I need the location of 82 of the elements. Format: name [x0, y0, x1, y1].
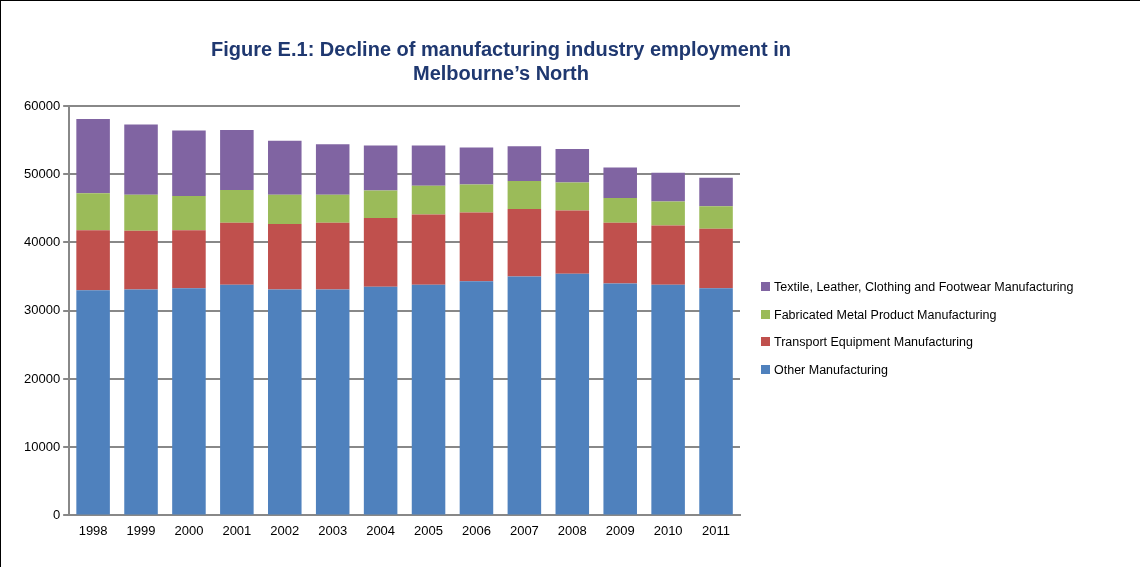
x-tick-label: 2009: [605, 522, 635, 538]
bar: [555, 148, 590, 183]
legend-label: Fabricated Metal Product Manufacturing: [773, 306, 998, 324]
y-tick-label: 0: [52, 506, 61, 522]
bar: [699, 206, 733, 229]
x-tick-label: 1999: [126, 522, 156, 538]
bar: [268, 140, 302, 195]
x-tick-label: 2010: [653, 522, 683, 538]
y-tick-label: 30000: [23, 302, 61, 318]
bar: [555, 273, 590, 515]
bar: [268, 194, 302, 225]
bar: [603, 283, 637, 515]
y-tick-label: 40000: [23, 234, 61, 250]
bar: [603, 198, 637, 223]
bar: [76, 193, 110, 231]
bar: [411, 284, 446, 515]
bar: [459, 184, 494, 213]
bar: [699, 288, 733, 515]
bar: [315, 194, 350, 223]
bar: [172, 230, 206, 289]
bar: [124, 194, 158, 231]
bar: [507, 209, 542, 277]
x-tick-label: 2000: [174, 522, 204, 538]
bar: [124, 230, 158, 290]
bar: [459, 147, 494, 185]
bar: [363, 145, 398, 191]
bar: [124, 289, 158, 515]
bar: [603, 222, 637, 284]
x-tick-label: 2003: [318, 522, 348, 538]
bar: [220, 284, 254, 515]
x-tick-label: 2001: [222, 522, 252, 538]
bar: [555, 210, 590, 274]
x-tick-label: 2006: [461, 522, 491, 538]
bar: [699, 228, 733, 289]
bar: [651, 225, 685, 285]
bar: [363, 190, 398, 218]
bar: [699, 177, 733, 207]
bar: [603, 167, 637, 199]
x-tick-label: 2011: [702, 522, 731, 538]
bar: [172, 196, 206, 231]
legend-label: Transport Equipment Manufacturing: [773, 334, 974, 351]
bar: [411, 214, 446, 285]
bar: [220, 222, 254, 285]
y-tick-label: 20000: [23, 370, 61, 386]
x-tick-label: 2008: [557, 522, 587, 538]
bar: [651, 201, 685, 226]
bar: [507, 146, 542, 182]
x-tick-label: 2002: [270, 522, 300, 538]
bar: [411, 185, 446, 215]
bar: [507, 181, 542, 210]
bar: [315, 144, 350, 195]
bar: [363, 217, 398, 287]
legend-label: Other Manufacturing: [773, 361, 889, 379]
x-tick-label: 2004: [366, 522, 396, 538]
bar: [363, 286, 398, 515]
bar: [651, 284, 685, 515]
bar: [76, 118, 110, 194]
y-tick-label: 50000: [23, 165, 61, 181]
y-tick-label: 60000: [23, 97, 61, 113]
bar: [124, 124, 158, 195]
bar: [76, 230, 110, 291]
bar: [268, 224, 302, 290]
bar: [459, 281, 494, 515]
x-tick-label: 2005: [414, 522, 443, 538]
bar: [76, 290, 110, 515]
chart-title: Figure E.1: Decline of manufacturing industry employment in Melbourne’s North: [209, 37, 793, 85]
bar: [459, 212, 494, 282]
bar: [315, 289, 350, 515]
bar: [172, 288, 206, 515]
bar: [315, 222, 350, 290]
bar: [651, 172, 685, 202]
y-tick-label: 10000: [23, 438, 61, 454]
x-tick-label: 1998: [78, 522, 108, 538]
bar: [555, 182, 590, 211]
bar: [268, 289, 302, 515]
legend-label: Textile, Leather, Clothing and Footwear Manufacturing: [773, 279, 1074, 296]
bar: [411, 145, 446, 186]
bar: [220, 129, 254, 190]
bar: [172, 130, 206, 197]
x-tick-label: 2007: [509, 522, 539, 538]
bar: [220, 189, 254, 223]
bar: [507, 276, 542, 515]
